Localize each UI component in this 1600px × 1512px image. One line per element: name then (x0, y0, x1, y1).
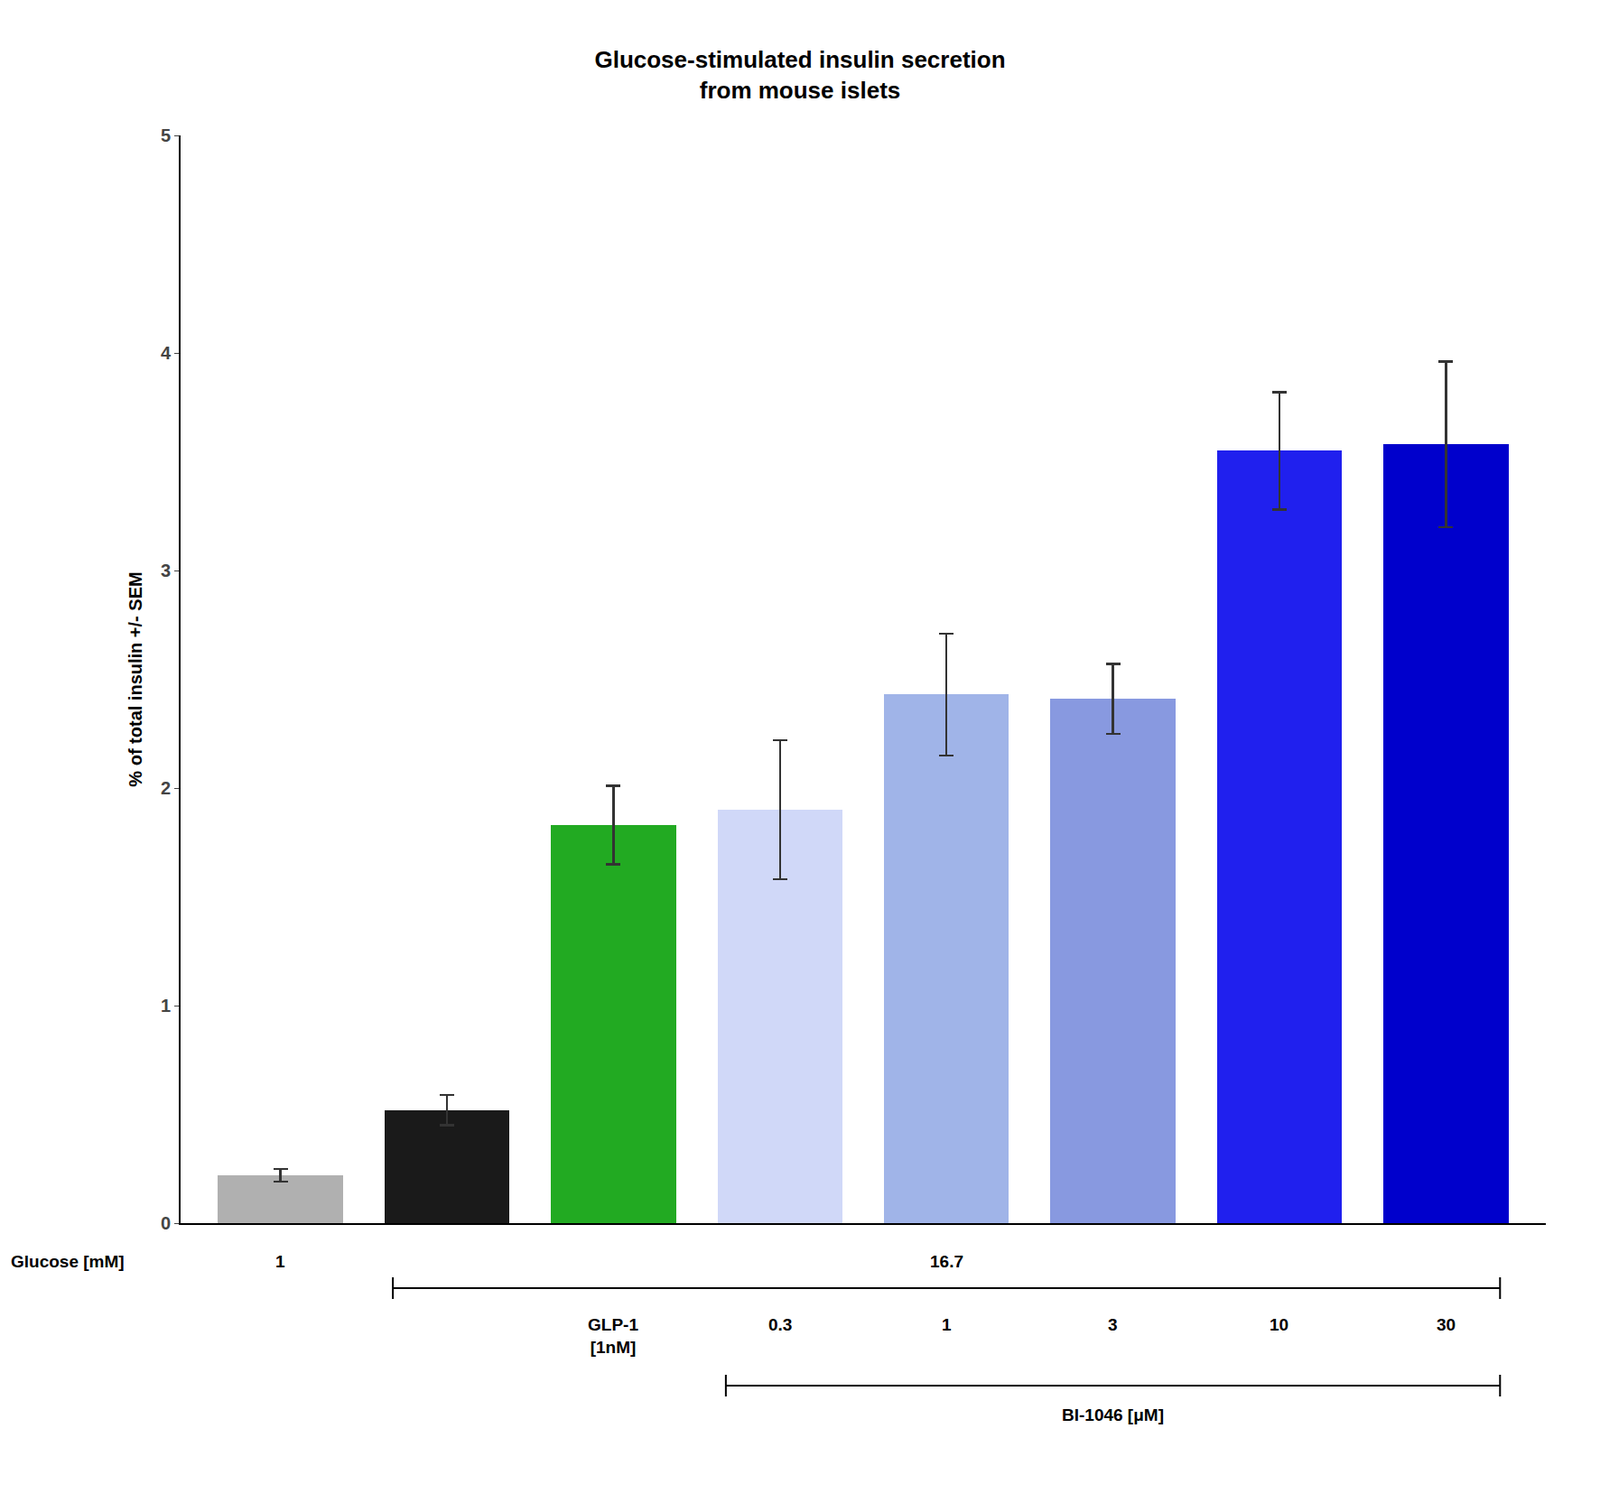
svg-text:3: 3 (1107, 1315, 1118, 1335)
svg-text:GLP-1[1nM]: GLP-1[1nM] (587, 1315, 639, 1358)
svg-text:BI-1046 [μM]: BI-1046 [μM] (1061, 1405, 1164, 1425)
svg-text:30: 30 (1436, 1315, 1456, 1335)
svg-text:1: 1 (275, 1252, 286, 1272)
svg-text:% of total insulin +/- SEM: % of total insulin +/- SEM (125, 571, 146, 787)
svg-text:1: 1 (160, 995, 171, 1016)
svg-text:1: 1 (941, 1315, 952, 1335)
svg-text:16.7: 16.7 (930, 1252, 964, 1272)
svg-text:4: 4 (160, 343, 172, 363)
svg-text:0.3: 0.3 (768, 1315, 792, 1335)
svg-text:3: 3 (160, 560, 171, 581)
svg-text:0: 0 (160, 1213, 171, 1234)
svg-text:5: 5 (160, 125, 171, 146)
svg-text:10: 10 (1269, 1315, 1289, 1335)
svg-text:2: 2 (160, 778, 171, 799)
svg-text:Glucose [mM]: Glucose [mM] (10, 1252, 125, 1272)
svg-text:Glucose-stimulated insulin sec: Glucose-stimulated insulin secretionfrom… (594, 46, 1005, 104)
